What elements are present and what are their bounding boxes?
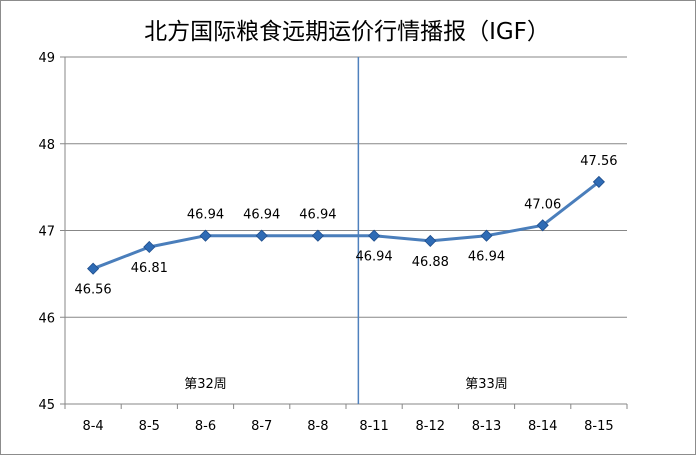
data-point-marker bbox=[87, 262, 100, 275]
axes bbox=[60, 56, 628, 409]
data-point-marker bbox=[143, 240, 156, 254]
y-tick-label: 48 bbox=[38, 138, 55, 153]
data-labels: 46.56 46.81 46.94 46.94 46.94 46.94 46.88 46.94… bbox=[74, 154, 617, 298]
data-label: 46.94 bbox=[243, 208, 280, 223]
week-annotation: 第33周 bbox=[465, 377, 508, 392]
x-axis-tick-labels: 8-4 8-5 8-6 8-7 8-8 8-11 8-12 8-13 8-14 8-15 bbox=[82, 419, 613, 434]
x-tick-label: 8-7 bbox=[251, 419, 272, 434]
x-tick-label: 8-14 bbox=[528, 419, 558, 434]
y-axis-tick-labels: 45 46 47 48 49 bbox=[38, 51, 55, 413]
chart-title: 北方国际粮食远期运价行情播报（IGF） bbox=[144, 19, 550, 45]
data-label: 47.56 bbox=[580, 154, 617, 169]
x-tick-label: 8-8 bbox=[307, 419, 328, 434]
data-label: 46.94 bbox=[187, 208, 224, 223]
x-tick-label: 8-11 bbox=[359, 419, 389, 434]
x-tick-label: 8-5 bbox=[139, 419, 160, 434]
data-label: 46.81 bbox=[131, 261, 168, 276]
y-tick-label: 47 bbox=[38, 225, 55, 240]
data-point-marker bbox=[199, 229, 212, 242]
data-point-marker bbox=[255, 229, 268, 242]
y-tick-label: 49 bbox=[38, 51, 55, 66]
x-tick-label: 8-13 bbox=[472, 419, 502, 434]
data-label: 46.94 bbox=[468, 250, 505, 265]
data-markers bbox=[87, 175, 605, 275]
data-label: 46.88 bbox=[412, 255, 449, 270]
data-label: 46.94 bbox=[299, 208, 336, 223]
data-label: 46.94 bbox=[355, 250, 392, 265]
week-annotations: 第32周 第33周 bbox=[184, 377, 508, 392]
data-point-marker bbox=[424, 234, 437, 247]
x-tick-label: 8-15 bbox=[584, 419, 614, 434]
x-tick-label: 8-12 bbox=[416, 419, 446, 434]
series-polyline bbox=[92, 180, 600, 271]
y-tick-label: 45 bbox=[38, 398, 55, 413]
data-label: 46.56 bbox=[74, 283, 111, 298]
y-tick-label: 46 bbox=[38, 311, 55, 326]
data-point-marker bbox=[592, 175, 605, 188]
data-point-marker bbox=[311, 229, 324, 242]
data-label: 47.06 bbox=[524, 197, 561, 212]
data-point-marker bbox=[536, 219, 549, 232]
x-tick-label: 8-4 bbox=[82, 419, 103, 434]
series-line bbox=[92, 180, 600, 271]
week-annotation: 第32周 bbox=[184, 377, 227, 392]
data-point-marker bbox=[368, 229, 381, 242]
data-point-marker bbox=[480, 229, 493, 242]
x-tick-label: 8-6 bbox=[195, 419, 216, 434]
